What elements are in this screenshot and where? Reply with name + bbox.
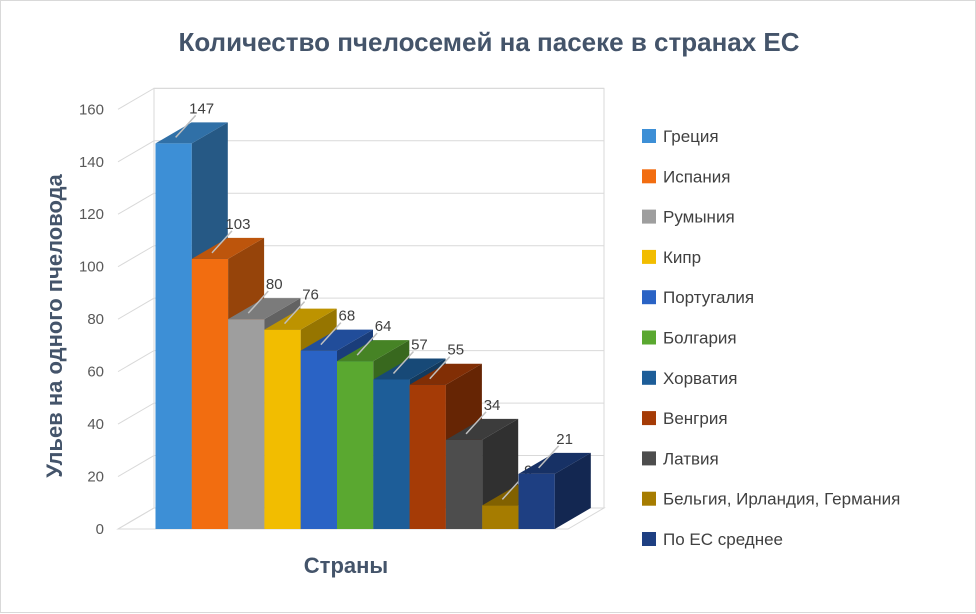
data-label: 57: [411, 336, 428, 353]
label-leader: [429, 356, 451, 380]
data-label: 55: [447, 342, 464, 359]
y-tick-label: 20: [87, 469, 104, 486]
legend-swatch: [642, 249, 656, 264]
gridline: [117, 140, 604, 163]
bar-top: [373, 358, 446, 380]
bar-side: [554, 452, 591, 529]
y-tick-label: 0: [96, 521, 104, 538]
label-leader: [465, 411, 487, 435]
bar-top: [409, 363, 482, 385]
bar-front: [337, 361, 374, 529]
legend-item: Румыния: [642, 208, 735, 227]
bar-top: [191, 237, 265, 259]
bar-front: [155, 143, 192, 529]
y-axis-title: Ульев на одного пчеловода: [42, 173, 67, 477]
bar-front: [264, 329, 301, 529]
legend-swatch: [642, 169, 656, 184]
legend-label: Хорватия: [663, 369, 737, 388]
bar-front: [191, 258, 229, 529]
label-leader: [320, 322, 342, 346]
legend-item: Греция: [642, 127, 719, 146]
legend-swatch: [642, 129, 656, 143]
legend-label: Кипр: [663, 248, 701, 267]
legend-swatch: [642, 370, 656, 385]
data-label: 68: [339, 308, 356, 325]
bar-top: [155, 122, 228, 144]
gridline: [117, 350, 604, 373]
data-label: 147: [189, 100, 214, 117]
legend-label: Испания: [663, 167, 730, 186]
legend-item: Хорватия: [642, 369, 737, 388]
label-leader: [283, 301, 306, 325]
data-label: 34: [484, 397, 501, 414]
bar-top: [300, 329, 373, 351]
legend-swatch: [642, 290, 656, 305]
bar-front: [482, 505, 519, 529]
chart-title: Количество пчелосемей на пасеке в страна…: [178, 27, 799, 57]
legend-label: Латвия: [663, 449, 719, 468]
legend-item: Венгрия: [642, 409, 728, 428]
label-leader: [538, 445, 560, 469]
label-leader: [175, 114, 197, 138]
bar-top: [264, 308, 337, 330]
y-tick-label: 100: [79, 259, 104, 276]
legend-item: Испания: [642, 167, 730, 186]
legend-swatch: [642, 209, 656, 224]
label-leader: [247, 290, 269, 314]
bar-top: [337, 340, 410, 362]
legend-label: Бельгия, Ирландия, Германия: [663, 490, 900, 509]
label-leader: [211, 230, 233, 254]
gridline: [117, 192, 604, 215]
gridline: [117, 245, 604, 268]
legend-item: Болгария: [642, 329, 737, 348]
y-tick-label: 40: [87, 416, 104, 433]
legend-label: По ЕС среднее: [663, 530, 783, 549]
x-axis-title: Страны: [304, 553, 388, 578]
legend-swatch: [642, 330, 656, 345]
legend-item: Кипр: [642, 248, 701, 267]
gridline: [117, 87, 604, 110]
data-label: 80: [266, 276, 283, 293]
y-tick-label: 120: [79, 206, 104, 223]
legend-label: Португалия: [663, 288, 754, 307]
label-leader: [356, 332, 378, 356]
label-leader: [392, 350, 415, 374]
bar-top: [445, 418, 519, 440]
data-label: 21: [556, 431, 573, 448]
bar-top: [228, 298, 301, 320]
bar-front: [445, 439, 483, 529]
bar-front: [409, 384, 446, 529]
legend-item: Бельгия, Ирландия, Германия: [642, 490, 900, 509]
plot-area: 0 20 40 60 80 100 120 140 160 147 103 80 76 68 64 57 55 3…: [79, 87, 606, 538]
legend-label: Болгария: [663, 329, 737, 348]
legend-label: Греция: [663, 127, 719, 146]
legend-item: Португалия: [642, 288, 754, 307]
legend-item: По ЕС среднее: [642, 530, 783, 549]
data-label: 64: [375, 318, 392, 335]
y-tick-label: 140: [79, 154, 104, 171]
legend-label: Венгрия: [663, 409, 728, 428]
bar-front: [300, 350, 337, 529]
y-tick-label: 80: [87, 311, 104, 328]
legend-swatch: [642, 491, 656, 506]
legend-swatch: [642, 532, 656, 546]
bar-front: [228, 319, 265, 529]
bar-front: [518, 473, 555, 529]
legend-item: Латвия: [642, 449, 719, 468]
legend-label: Румыния: [663, 208, 735, 227]
legend-swatch: [642, 451, 656, 466]
bar: 21: [518, 431, 591, 529]
legend: Греция Испания Румыния Кипр Португалия Болгар…: [642, 127, 900, 549]
data-label: 76: [302, 287, 319, 304]
legend-swatch: [642, 411, 656, 426]
data-label: 103: [225, 216, 250, 233]
bar-front: [373, 379, 410, 529]
bar-top: [518, 452, 591, 474]
y-tick-label: 60: [87, 364, 104, 381]
y-tick-label: 160: [79, 101, 104, 118]
gridline: [117, 297, 604, 320]
